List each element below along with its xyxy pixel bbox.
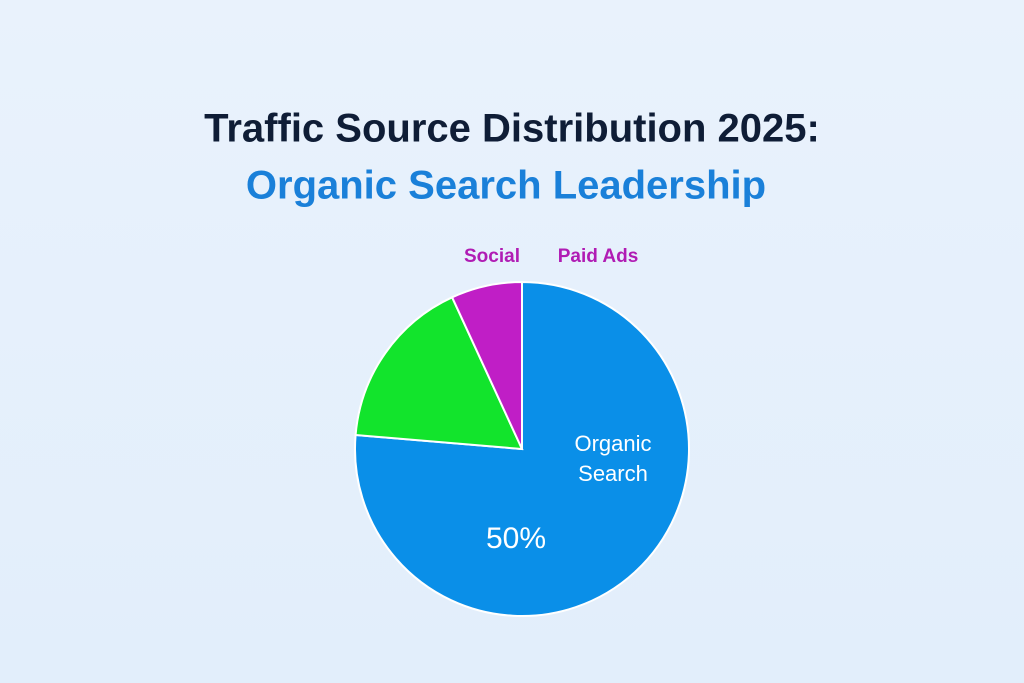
pie-slice <box>354 295 524 451</box>
pie-slice <box>450 280 523 450</box>
value-label: 50% <box>486 522 546 555</box>
pie-slice <box>354 280 690 617</box>
slice-label: Social <box>464 246 520 267</box>
chart-subtitle: Organic Search Leadership <box>246 164 766 208</box>
slice-label: Paid Ads <box>558 246 639 267</box>
chart-title: Traffic Source Distribution 2025: <box>204 107 820 151</box>
slice-label: Organic Search <box>574 431 651 486</box>
